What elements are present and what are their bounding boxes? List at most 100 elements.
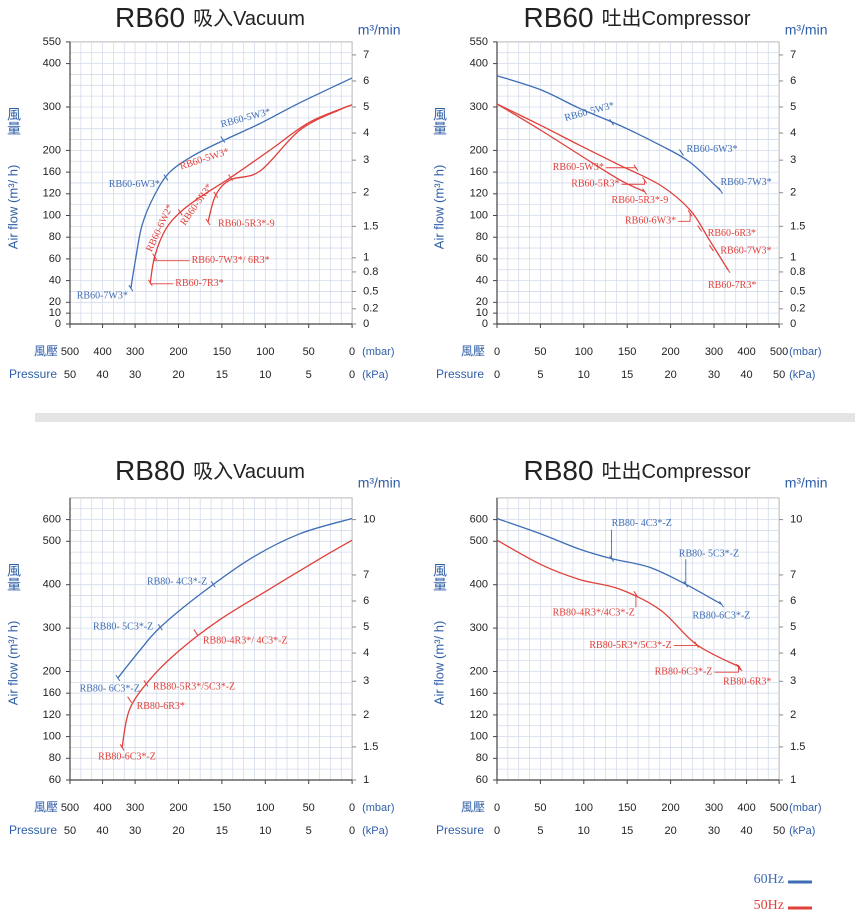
x2-tick-label: 15 — [621, 825, 633, 837]
y-tick-label: 500 — [43, 535, 61, 547]
y2-tick-label: 4 — [363, 127, 369, 139]
x-tick-label: 400 — [737, 346, 755, 358]
y2-axis-label: m³/min — [358, 22, 401, 38]
x-tick-label: 300 — [705, 346, 723, 358]
annotation-label: RB80- 4C3*-Z — [612, 518, 672, 529]
y-tick-label: 40 — [49, 275, 61, 287]
curve — [130, 77, 353, 289]
annotation-label: RB80- 4C3*-Z — [147, 577, 207, 588]
y-axis-label: Air flow (m³/ h) — [5, 621, 20, 706]
y2-tick-label: 7 — [363, 569, 369, 581]
y-tick-label: 0 — [482, 318, 488, 330]
y-tick-label: 160 — [470, 166, 488, 178]
x-tick-label: 150 — [213, 346, 231, 358]
annotation-label: RB60-7R3* — [708, 280, 756, 291]
x-tick-label: 100 — [256, 346, 274, 358]
title-model: RB60 — [115, 2, 185, 33]
y2-tick-label: 5 — [363, 101, 369, 113]
y2-tick-label: 2 — [790, 709, 796, 721]
annotation-label: RB80- 5C3*-Z — [93, 622, 153, 633]
leader-line — [149, 282, 174, 285]
x-tick-label: 150 — [213, 802, 231, 814]
x2-tick-label: 50 — [773, 369, 785, 381]
legend-label: 50Hz — [754, 898, 784, 913]
annotation-label: RB80-6C3*-Z — [692, 611, 750, 622]
x-axis-unit: (mbar) — [789, 802, 821, 814]
chart-title: RB60 吐出Compressor — [524, 2, 751, 33]
annotation-point — [220, 136, 226, 143]
y-tick-label: 120 — [470, 188, 488, 200]
x2-tick-label: 20 — [172, 825, 184, 837]
x2-axis-unit: (kPa) — [789, 369, 815, 381]
x2-tick-label: 20 — [664, 369, 676, 381]
leader-line — [154, 256, 190, 262]
leader-line — [714, 667, 739, 673]
annotation-point — [163, 174, 169, 181]
y-tick-label: 20 — [476, 296, 488, 308]
y-tick-label: 120 — [43, 709, 61, 721]
y-tick-label: 100 — [470, 209, 488, 221]
x2-axis-label: Pressure — [9, 823, 57, 837]
y2-tick-label: 5 — [363, 621, 369, 633]
annotation-point — [177, 208, 183, 216]
x2-tick-label: 5 — [306, 369, 312, 381]
curve — [121, 539, 353, 748]
annotation-label: RB60-5R3*-9 — [218, 218, 275, 229]
x-tick-label: 0 — [494, 802, 500, 814]
y2-tick-label: 1.5 — [790, 220, 805, 232]
x-tick-label: 300 — [126, 802, 144, 814]
leader-line — [673, 644, 698, 647]
y-tick-label: 300 — [43, 101, 61, 113]
y2-tick-label: 6 — [363, 595, 369, 607]
x-tick-label: 0 — [494, 346, 500, 358]
x2-tick-label: 30 — [708, 825, 720, 837]
y-axis-label-cjk: 風量 — [432, 563, 448, 591]
x-tick-label: 100 — [575, 802, 593, 814]
annotation-label: RB60-7W3* — [721, 177, 772, 188]
annotation-point — [205, 218, 211, 226]
x2-tick-label: 30 — [708, 369, 720, 381]
y-tick-label: 200 — [470, 144, 488, 156]
y-tick-label: 100 — [43, 209, 61, 221]
annotation-point — [737, 664, 743, 672]
y2-tick-label: 1.5 — [363, 741, 378, 753]
annotation-label: RB60-6W3* — [686, 144, 737, 155]
y2-tick-label: 3 — [790, 154, 796, 166]
annotation-label: RB60-6W3* — [625, 216, 676, 227]
x-tick-label: 300 — [126, 346, 144, 358]
x-tick-label: 200 — [169, 346, 187, 358]
y2-tick-label: 4 — [790, 127, 796, 139]
title-model: RB80 — [524, 455, 594, 486]
y-tick-label: 160 — [43, 166, 61, 178]
annotation-label: RB80-5R3*/5C3*-Z — [153, 682, 235, 693]
annotation-point — [128, 284, 134, 292]
y2-tick-label: 6 — [790, 75, 796, 87]
annotation-point — [210, 580, 216, 588]
x2-tick-label: 40 — [96, 825, 108, 837]
annotation-label: RB80-4R3*/4C3*-Z — [553, 608, 635, 619]
y-axis-label-cjk: 風量 — [6, 107, 22, 135]
y-tick-label: 10 — [49, 307, 61, 319]
y-tick-label: 200 — [43, 665, 61, 677]
x-tick-label: 400 — [93, 802, 111, 814]
y2-tick-label: 0.5 — [790, 285, 805, 297]
annotation-point — [642, 188, 647, 195]
annotation-label: RB60-7W3* — [720, 245, 771, 256]
leader-line — [621, 180, 646, 185]
y-tick-label: 100 — [43, 731, 61, 743]
y2-tick-label: 4 — [790, 647, 796, 659]
x2-tick-label: 50 — [64, 825, 76, 837]
x-tick-label: 150 — [618, 346, 636, 358]
x2-tick-label: 5 — [306, 825, 312, 837]
y2-tick-label: 7 — [790, 49, 796, 61]
y-axis-label: Air flow (m³/ h) — [431, 621, 446, 706]
y2-tick-label: 10 — [363, 514, 375, 526]
y2-tick-label: 1.5 — [363, 220, 378, 232]
y-tick-label: 160 — [470, 687, 488, 699]
y2-tick-label: 6 — [790, 595, 796, 607]
x2-axis-label: Pressure — [436, 367, 484, 381]
y2-tick-label: 1 — [363, 252, 369, 264]
x2-tick-label: 10 — [578, 369, 590, 381]
y2-axis-label: m³/min — [358, 475, 401, 491]
annotation-point — [157, 623, 163, 631]
